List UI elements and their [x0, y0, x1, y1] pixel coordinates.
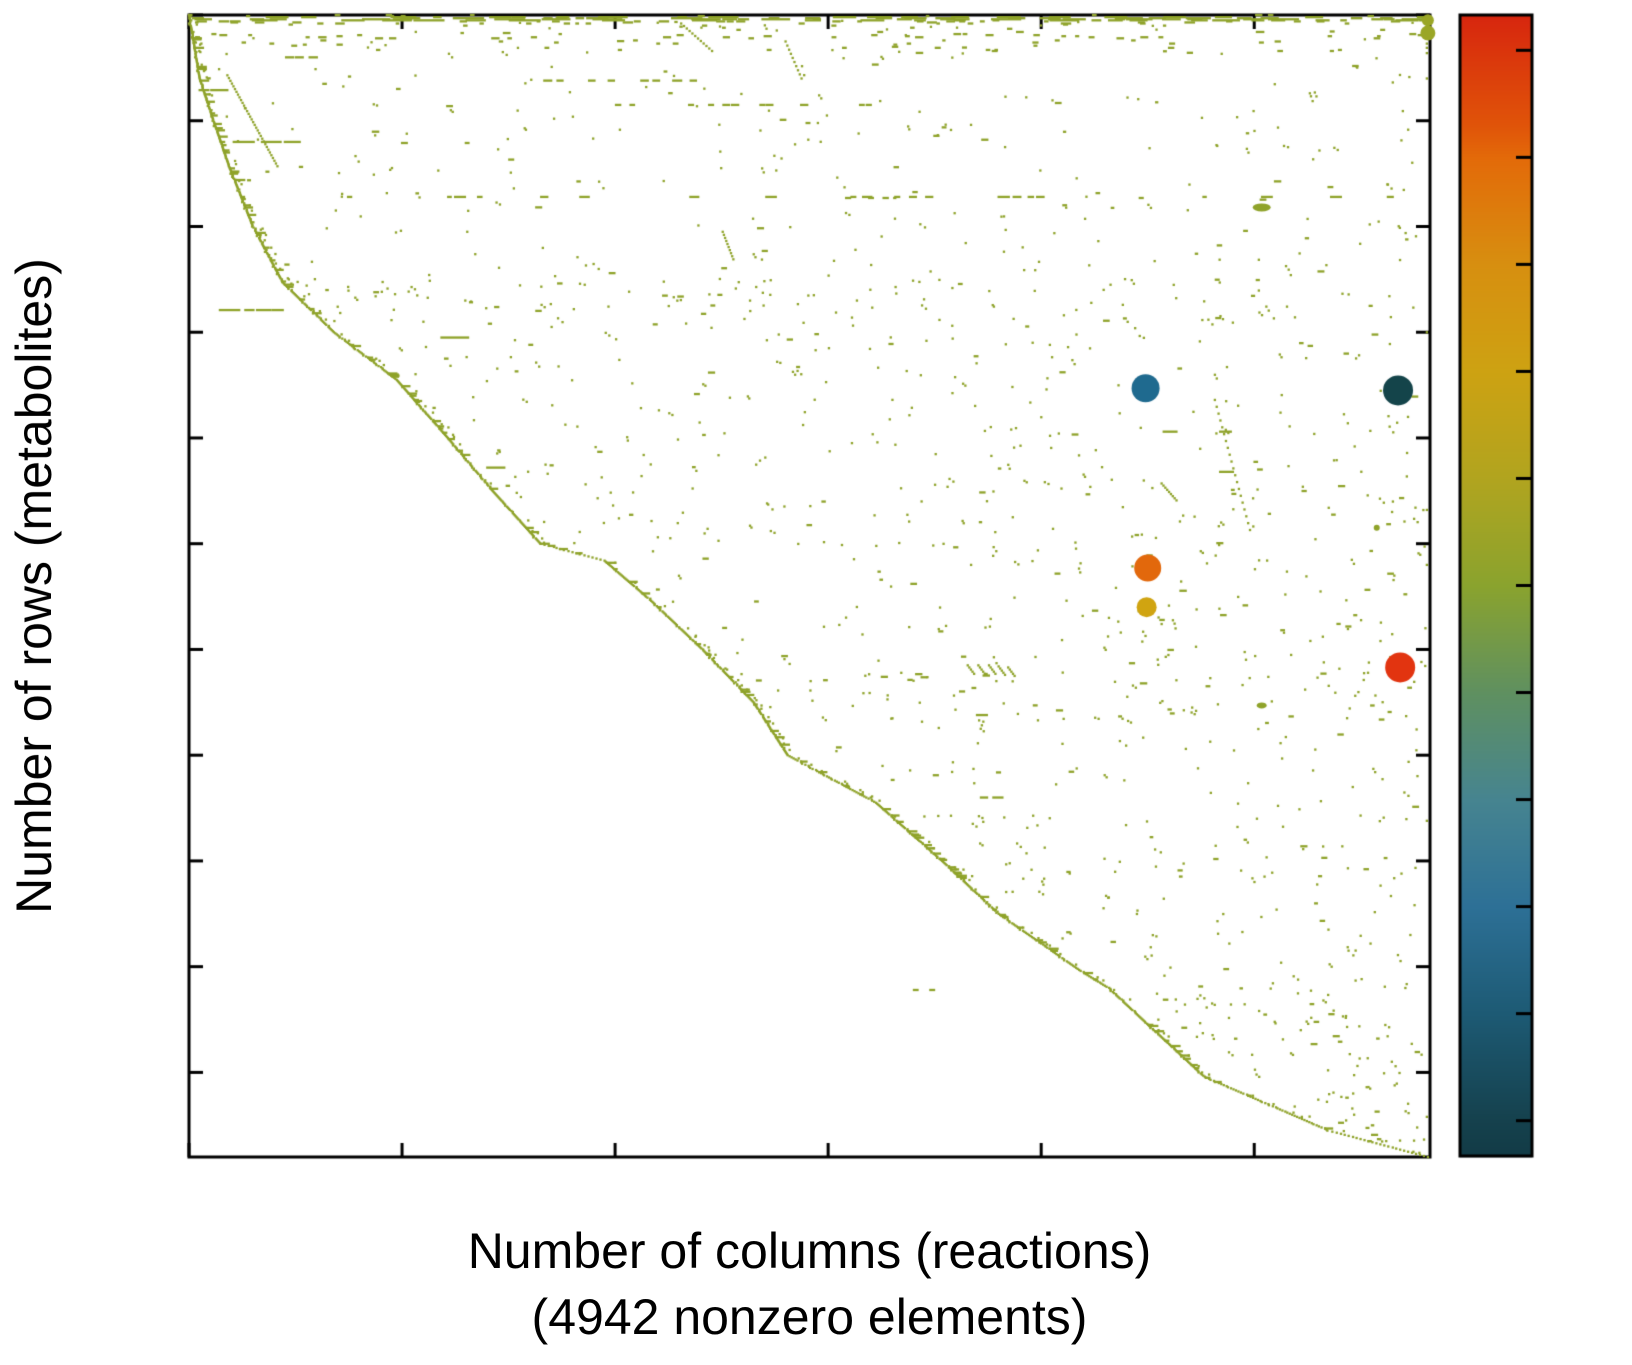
x-axis-sublabel: (4942 nonzero elements) — [531, 1289, 1088, 1345]
y-axis-label: Number of rows (metabolites) — [6, 258, 62, 914]
x-axis-label: Number of columns (reactions) — [467, 1223, 1152, 1279]
